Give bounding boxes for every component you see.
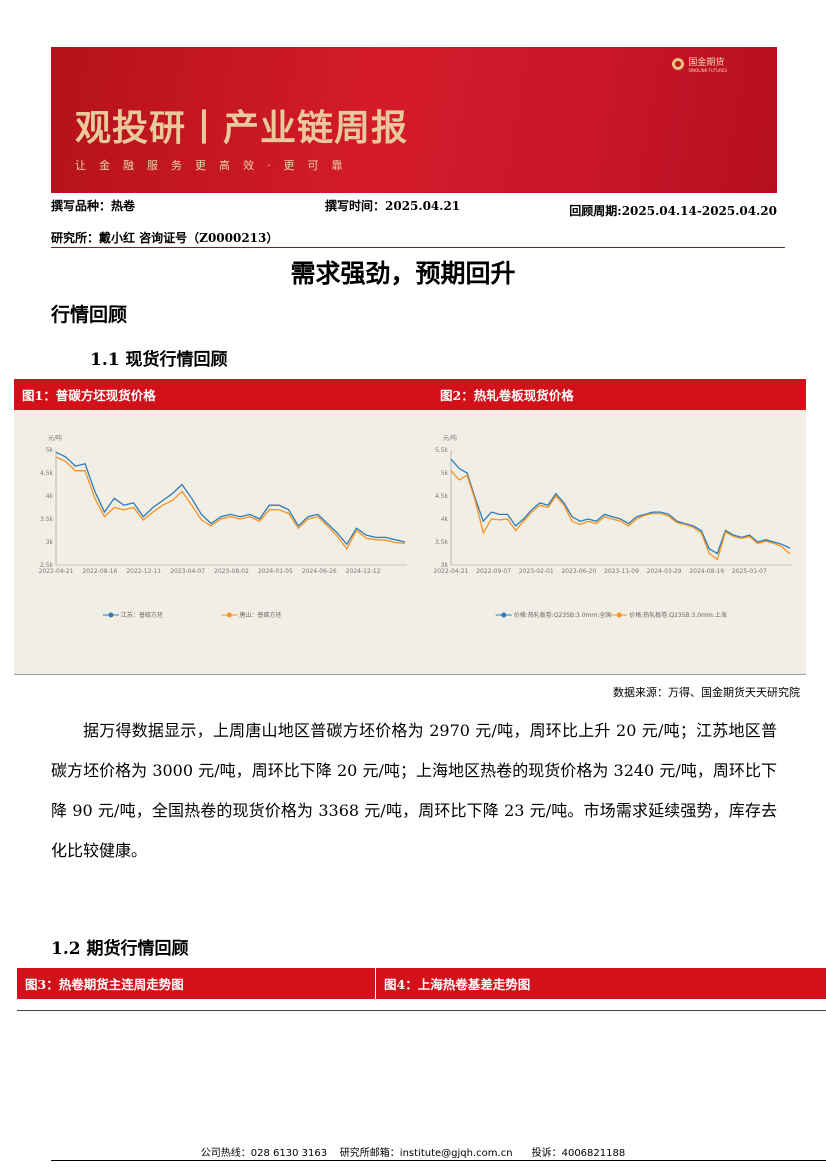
divider — [51, 247, 785, 248]
x-tick-label: 2023-04-07 — [170, 568, 205, 575]
y-tick-label: 5.5k — [435, 447, 449, 454]
charts-area: 元/吨 2.5k 3k 3.5k 4k 4.5k 5k 2022-04-21 2022-08-1… — [14, 410, 806, 674]
footer-divider — [51, 1160, 826, 1161]
series-line — [450, 458, 791, 555]
x-tick-label: 2024-06-26 — [302, 568, 337, 575]
subsection-heading: 1.2 期货行情回顾 — [51, 939, 189, 959]
legend-label: 江苏：普碳方坯 — [121, 611, 163, 619]
institute: 研究所：戴小红 咨询证号（Z0000213） — [51, 231, 279, 245]
subsection-heading: 1.1 现货行情回顾 — [90, 350, 228, 370]
chart-hrc-price: 元/吨 3k 3.5k 4k 4.5k 5k 5.5k 2022-04-21 2022-09-0… — [434, 434, 792, 619]
legend-label: 价格:热轧板卷:Q235B:3.0mm:全国 — [514, 611, 612, 619]
divider — [14, 674, 806, 675]
x-tick-label: 2023-11-09 — [604, 568, 639, 575]
review-period: 回顾周期:2025.04.14-2025.04.20 — [569, 204, 777, 218]
x-tick-label: 2022-04-21 — [434, 568, 469, 575]
y-tick-label: 2.5k — [40, 562, 54, 569]
y-tick-label: 3.5k — [435, 539, 449, 546]
x-tick-label: 2022-09-07 — [476, 568, 511, 575]
y-tick-label: 3.5k — [40, 516, 54, 523]
body-paragraph: 据万得数据显示，上周唐山地区普碳方坯价格为 2970 元/吨，周环比上升 20 … — [51, 721, 777, 860]
y-tick-label: 3k — [46, 539, 54, 546]
fig3-label: 图3：热卷期货主连周走势图 — [17, 968, 376, 999]
x-tick-label: 2022-12-11 — [126, 568, 161, 575]
x-tick-label: 2024-03-29 — [647, 568, 682, 575]
data-source: 数据来源：万得、国金期货天天研究院 — [613, 686, 800, 699]
x-tick-label: 2023-08-02 — [214, 568, 249, 575]
report-banner: 国金期货 SINOLINK FUTURES 观投研丨产业链周报 让金融服务更高效·… — [51, 47, 777, 193]
legend-label: 唐山：普碳方坯 — [239, 611, 281, 619]
x-tick-label: 2025-01-07 — [732, 568, 767, 575]
figure-header: 图3：热卷期货主连周走势图 图4：上海热卷基差走势图 — [17, 968, 826, 999]
x-tick-label: 2024-12-12 — [346, 568, 381, 575]
write-time: 撰写时间：2025.04.21 — [325, 199, 461, 213]
y-tick-label: 5k — [441, 470, 449, 477]
series-line — [55, 456, 406, 551]
legend-marker — [616, 612, 622, 618]
y-tick-label: 4k — [441, 516, 449, 523]
y-tick-label: 4.5k — [435, 493, 449, 500]
y-tick-label: 3k — [441, 562, 449, 569]
figure-header: 图1：普碳方坯现货价格 图2：热轧卷板现货价格 — [14, 379, 806, 410]
legend-marker — [226, 612, 232, 618]
series-line — [55, 451, 406, 546]
x-tick-label: 2022-04-21 — [39, 568, 74, 575]
y-tick-label: 5k — [46, 447, 54, 454]
variety: 撰写品种：热卷 — [51, 199, 136, 213]
x-tick-label: 2024-08-16 — [689, 568, 724, 575]
banner-title: 观投研丨产业链周报 — [75, 108, 409, 149]
y-axis-unit: 元/吨 — [443, 434, 457, 442]
company-logo: 国金期货 SINOLINK FUTURES — [672, 55, 727, 73]
legend-marker — [501, 612, 507, 618]
x-tick-label: 2023-06-20 — [561, 568, 596, 575]
fig1-label: 图1：普碳方坯现货价格 — [22, 388, 156, 403]
divider — [17, 1010, 826, 1011]
fig4-label: 图4：上海热卷基差走势图 — [384, 977, 531, 992]
y-tick-label: 4.5k — [40, 470, 54, 477]
legend-label: 价格:热轧板卷:Q235B:3.0mm:上海 — [629, 611, 727, 619]
y-tick-label: 4k — [46, 493, 54, 500]
x-tick-label: 2022-08-16 — [82, 568, 117, 575]
x-tick-label: 2024-01-05 — [258, 568, 293, 575]
chart-billet-price: 元/吨 2.5k 3k 3.5k 4k 4.5k 5k 2022-04-21 2022-08-1… — [39, 434, 407, 619]
doc-title: 需求强劲，预期回升 — [290, 259, 516, 288]
y-axis-unit: 元/吨 — [48, 434, 62, 442]
footer-contact: 公司热线：028 6130 3163 研究所邮箱：institute@gjqh.… — [200, 1148, 626, 1159]
fig2-label: 图2：热轧卷板现货价格 — [440, 388, 574, 403]
series-line — [450, 470, 791, 561]
x-tick-label: 2023-02-01 — [519, 568, 554, 575]
legend-marker — [108, 612, 114, 618]
section-heading: 行情回顾 — [51, 304, 128, 326]
banner-slogan: 让金融服务更高效·更可靠 — [75, 159, 356, 172]
